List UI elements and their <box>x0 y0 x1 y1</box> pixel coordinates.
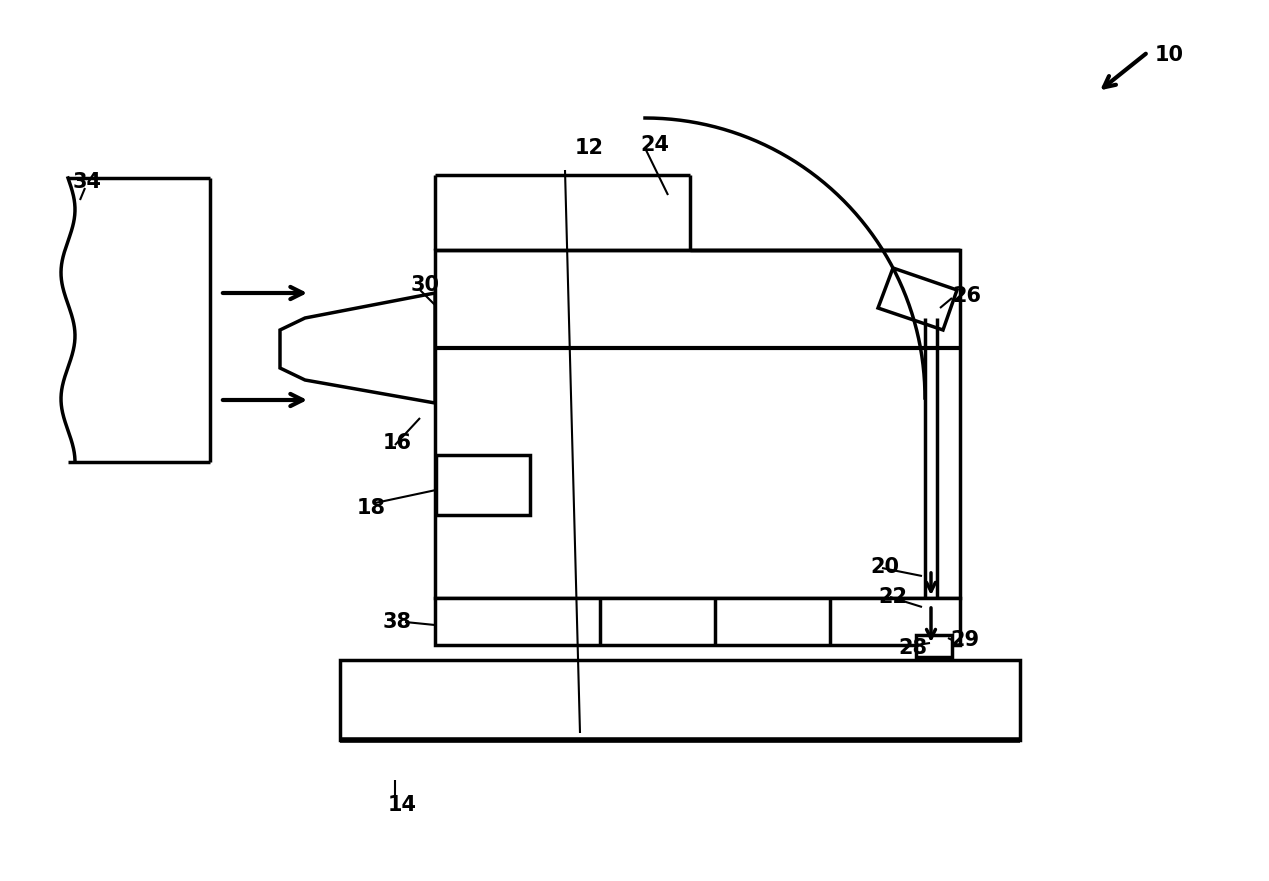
Polygon shape <box>280 293 435 403</box>
Text: 28: 28 <box>898 638 926 658</box>
Text: 30: 30 <box>411 275 440 295</box>
Polygon shape <box>878 268 957 330</box>
Text: 18: 18 <box>357 498 386 518</box>
Bar <box>340 660 1020 740</box>
Text: 20: 20 <box>871 557 898 577</box>
Text: 16: 16 <box>383 433 412 453</box>
Text: 26: 26 <box>952 286 981 306</box>
Text: 22: 22 <box>878 587 907 607</box>
Text: 14: 14 <box>388 795 418 815</box>
Bar <box>437 455 530 515</box>
Bar <box>435 598 961 645</box>
Text: 24: 24 <box>640 135 669 155</box>
Text: 34: 34 <box>74 172 102 192</box>
Text: 12: 12 <box>575 138 604 158</box>
Text: 38: 38 <box>383 612 412 632</box>
Bar <box>435 250 961 598</box>
Bar <box>916 635 952 657</box>
Text: 10: 10 <box>1155 45 1184 65</box>
Text: 29: 29 <box>950 630 980 650</box>
